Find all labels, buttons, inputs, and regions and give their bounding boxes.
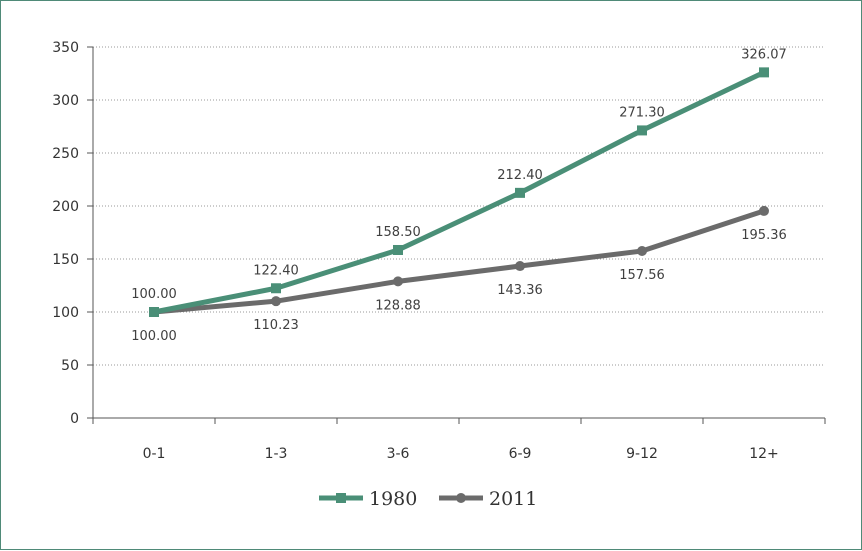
- x-tick-label: 6-9: [509, 446, 532, 462]
- data-label-1980: 326.07: [741, 47, 787, 62]
- legend-marker-2011: [456, 493, 466, 503]
- series-line-1980: [151, 69, 767, 315]
- series-group: [149, 67, 769, 317]
- y-tick-label: 250: [52, 146, 79, 162]
- x-tick-label: 12+: [749, 446, 779, 462]
- legend-label-2011: 2011: [489, 488, 537, 510]
- y-axis-ticks: 0 50 100 150 200 250 300 350: [52, 40, 79, 427]
- y-tick-label: 200: [52, 199, 79, 215]
- legend: 1980 2011: [319, 488, 537, 510]
- axes: [87, 46, 826, 424]
- x-tick-label: 9-12: [626, 446, 658, 462]
- data-labels: 100.00 122.40 158.50 212.40 271.30 326.07 100.…: [131, 47, 787, 344]
- data-label-1980: 122.40: [253, 263, 299, 278]
- data-label-2011: 143.36: [497, 283, 543, 298]
- data-label-2011: 128.88: [375, 298, 421, 313]
- legend-marker-1980: [336, 493, 346, 503]
- data-point-2011: [759, 205, 769, 216]
- data-point-1980: [271, 283, 281, 294]
- y-tick-label: 50: [61, 358, 79, 374]
- data-point-2011: [271, 296, 281, 307]
- x-tick-label: 0-1: [143, 446, 166, 462]
- data-point-1980: [637, 125, 647, 136]
- y-tick-label: 300: [52, 93, 79, 109]
- data-point-2011: [515, 261, 525, 272]
- y-tick-label: 350: [52, 40, 79, 56]
- data-label-1980: 100.00: [131, 287, 177, 302]
- data-label-2011: 110.23: [253, 318, 299, 333]
- data-point-1980: [515, 187, 525, 198]
- x-axis-ticks: 0-1 1-3 3-6 6-9 9-12 12+: [143, 446, 779, 462]
- y-tick-label: 100: [52, 305, 79, 321]
- series-line-2011: [151, 208, 767, 315]
- x-tick-label: 3-6: [387, 446, 410, 462]
- data-point-1980: [393, 244, 403, 255]
- data-label-2011: 100.00: [131, 329, 177, 344]
- data-label-2011: 195.36: [741, 228, 787, 243]
- data-point-2011: [393, 276, 403, 287]
- data-label-1980: 212.40: [497, 168, 543, 183]
- data-point-1980: [759, 67, 769, 78]
- data-label-1980: 158.50: [375, 225, 421, 240]
- data-point-2011: [637, 245, 647, 256]
- y-tick-label: 150: [52, 252, 79, 268]
- data-label-2011: 157.56: [619, 268, 665, 283]
- y-tick-label: 0: [70, 411, 79, 427]
- legend-label-1980: 1980: [369, 488, 417, 510]
- x-tick-label: 1-3: [265, 446, 288, 462]
- data-label-1980: 271.30: [619, 105, 665, 120]
- data-point-1980: [149, 307, 159, 317]
